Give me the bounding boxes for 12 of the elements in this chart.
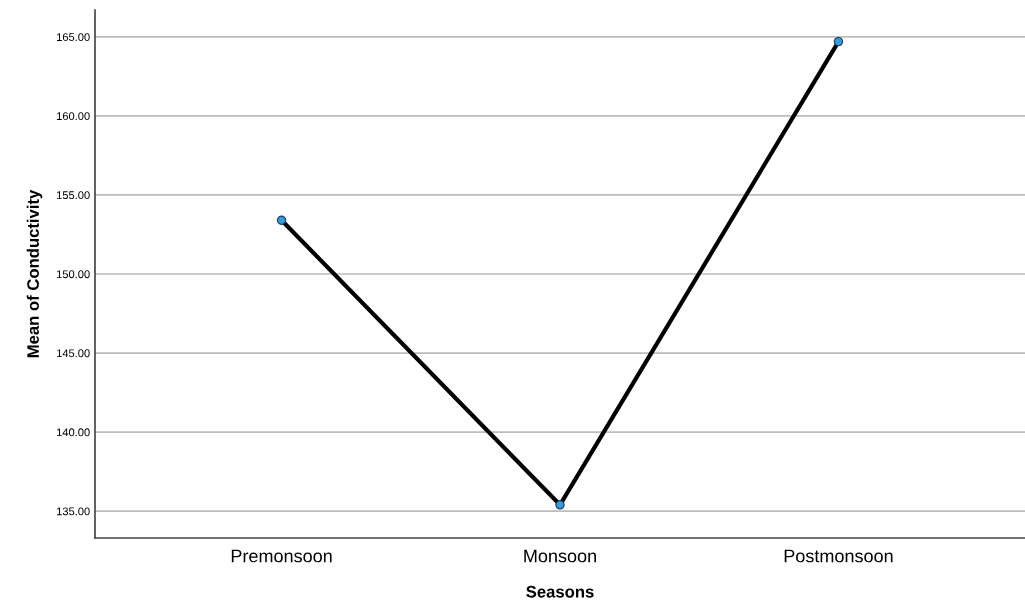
y-tick-label: 140.00 [57, 428, 90, 437]
y-tick-label: 155.00 [57, 191, 90, 200]
y-tick-label: 135.00 [57, 507, 90, 516]
y-tick-label: 160.00 [57, 112, 90, 121]
y-tick-label: 150.00 [57, 270, 90, 279]
x-tick-label: Monsoon [524, 549, 596, 563]
y-axis-title: Mean of Conductivity [26, 189, 43, 358]
x-axis-title: Seasons [526, 585, 594, 598]
x-tick-label: Postmonsoon [784, 549, 893, 563]
x-tick-label: Premonsoon [231, 549, 332, 563]
y-tick-label: 145.00 [57, 349, 90, 358]
y-tick-label: 165.00 [57, 33, 90, 42]
